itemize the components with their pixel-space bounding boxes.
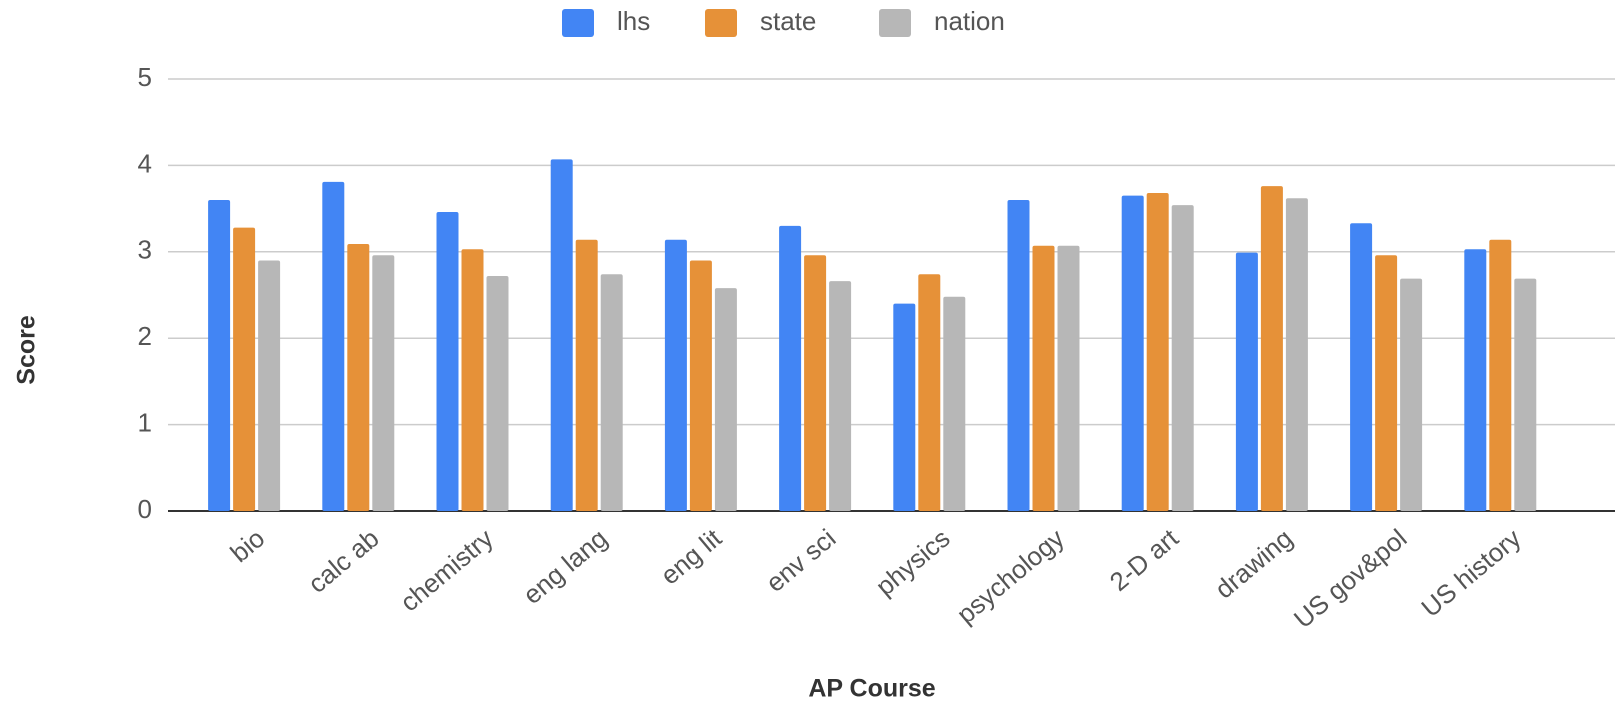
bar	[1171, 205, 1194, 512]
y-tick-label: 1	[138, 407, 152, 437]
bar	[436, 212, 459, 511]
bar	[779, 225, 802, 511]
x-tick-label: physics	[870, 523, 956, 602]
bar	[1375, 255, 1398, 511]
bar	[575, 239, 598, 512]
y-tick-label: 4	[138, 148, 152, 178]
y-tick-label: 2	[138, 321, 152, 351]
bar	[1464, 249, 1487, 511]
bar	[233, 227, 256, 511]
bar	[1146, 193, 1169, 511]
legend-label: state	[760, 6, 816, 36]
bar	[1235, 252, 1258, 511]
bar	[550, 159, 573, 512]
x-tick-label: US history	[1415, 523, 1526, 623]
bar	[1400, 278, 1423, 511]
x-tick-label: psychology	[951, 523, 1070, 630]
bar	[1121, 195, 1144, 511]
bar	[600, 274, 623, 511]
x-tick-label: US gov&pol	[1288, 523, 1412, 634]
bar	[1489, 239, 1512, 512]
x-tick-label: env sci	[760, 523, 841, 598]
bar	[804, 255, 827, 511]
bar	[1514, 278, 1537, 511]
x-tick-label: bio	[225, 523, 271, 568]
legend-label: lhs	[617, 6, 650, 36]
legend-swatch	[879, 9, 911, 37]
bar	[664, 239, 687, 512]
x-tick-label: chemistry	[394, 523, 499, 617]
x-tick-label: 2-D art	[1104, 522, 1185, 597]
bar	[829, 281, 852, 511]
bar	[322, 181, 345, 512]
bar	[1007, 199, 1030, 511]
bar	[347, 244, 370, 512]
x-axis-title: AP Course	[808, 675, 935, 703]
legend-swatch	[562, 9, 594, 37]
x-tick-label: eng lit	[655, 522, 728, 590]
bar	[1260, 186, 1283, 512]
x-tick-label: calc ab	[302, 523, 384, 599]
y-tick-label: 0	[138, 494, 152, 524]
bar	[208, 199, 231, 511]
bar	[689, 260, 712, 511]
legend-swatch	[705, 9, 737, 37]
bar	[372, 255, 395, 511]
bar	[918, 274, 941, 511]
x-tick-label: eng lang	[517, 523, 613, 610]
bar	[1350, 223, 1373, 511]
bar	[1057, 245, 1080, 511]
bar	[486, 275, 509, 511]
bar	[714, 288, 737, 511]
x-tick-label: drawing	[1209, 523, 1298, 605]
bar	[461, 249, 484, 511]
bar	[943, 296, 966, 511]
bar	[1032, 245, 1055, 511]
y-tick-label: 5	[138, 62, 152, 92]
bar	[1285, 198, 1308, 511]
y-axis-title: Score	[13, 315, 41, 385]
y-tick-label: 3	[138, 235, 152, 265]
bar	[258, 260, 281, 511]
bar	[893, 303, 916, 511]
legend-label: nation	[934, 6, 1005, 36]
